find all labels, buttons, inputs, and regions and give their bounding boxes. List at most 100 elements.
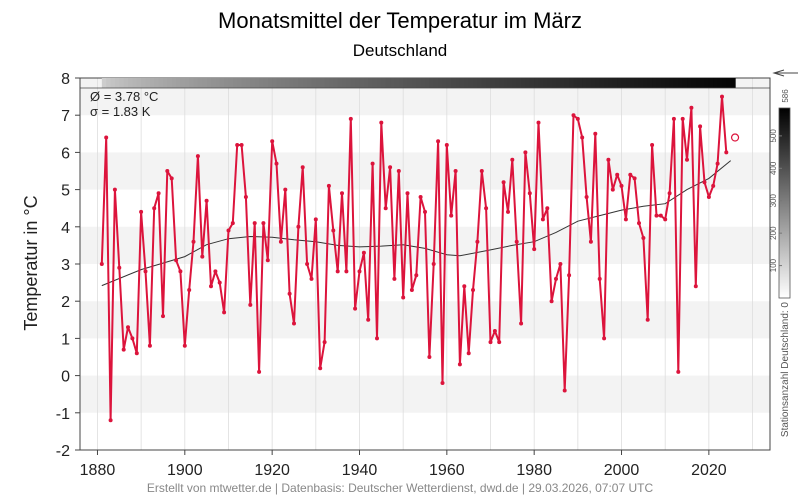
data-point [375,336,379,341]
moving-average-line [101,160,732,287]
station-strip-cell [381,78,387,88]
data-point [178,269,183,274]
data-point [174,258,179,263]
station-strip-cell [128,78,134,88]
data-point [676,369,681,374]
data-point [540,217,545,222]
data-point [204,198,209,203]
data-point [549,299,554,304]
data-point [348,116,353,121]
station-strip-cell [691,78,697,88]
station-strip-cell [189,78,195,88]
y-axis-ticks: -2 -1 0 1 2 3 4 5 6 7 8 [56,71,80,460]
data-point [720,94,724,99]
station-strip-cell [499,78,505,88]
station-strip-cell [573,78,579,88]
data-point [523,150,528,155]
data-point [292,321,296,326]
data-point [169,176,174,181]
y-tick-label: 3 [61,257,70,274]
y-axis-label: Temperatur in °C [21,195,41,330]
data-point [615,172,620,177]
station-strip-cell [350,78,356,88]
data-point [274,161,279,166]
x-tick-label: 1920 [254,462,290,479]
data-point [444,143,449,147]
station-strip-cell [315,78,321,88]
station-strip-cell [612,78,618,88]
station-strip-cell [298,78,304,88]
data-point [532,247,537,252]
y-tick-label: -2 [56,443,70,460]
station-strip-cell [425,78,430,88]
data-point [588,239,593,244]
station-strip-cell [167,78,173,88]
data-point [427,355,432,359]
station-strip-cell [656,78,662,88]
station-strip-cell [726,78,732,88]
station-strip-cell [433,78,439,88]
data-point [554,276,558,281]
y-tick-label: 4 [61,220,70,237]
data-point [152,206,157,211]
y-tick-label: 2 [61,294,70,311]
data-point [623,217,628,222]
data-point [658,213,663,218]
station-strip-cell [582,78,588,88]
station-strip-cell [176,78,182,88]
data-point [226,228,231,233]
temperature-line [100,95,728,422]
data-point [506,209,510,214]
x-tick-label: 1900 [167,462,203,479]
data-point [641,236,646,240]
data-point [331,228,336,233]
data-point [401,295,406,300]
data-point [313,217,318,222]
data-point [453,169,458,173]
x-tick-label: 2000 [604,462,640,479]
station-strip-cell [638,78,644,88]
station-strip-cell [634,78,640,88]
data-point [370,161,375,166]
x-tick-label: 1940 [342,462,378,479]
data-point [257,369,262,374]
legend-tick-label: 100 [769,258,778,272]
data-point [409,288,414,292]
data-point [501,180,506,185]
station-strip-cell [158,78,164,88]
data-point [536,120,541,125]
data-point [475,239,480,244]
station-strip-cell [333,78,339,88]
station-strip-cell [228,78,234,88]
station-strip-cell [459,78,465,88]
data-point [492,329,497,333]
data-point [628,172,633,177]
data-point [654,213,659,218]
data-point [545,206,550,211]
data-point [462,284,467,289]
data-point [514,239,519,244]
station-strip-cell [464,78,470,88]
station-strip-cell [254,78,260,88]
station-strip-cell [101,78,107,88]
data-point [326,183,331,188]
data-point [527,191,532,196]
data-point [466,351,471,356]
data-point [637,221,641,226]
station-strip-cell [512,78,518,88]
station-strip-cell [263,78,269,88]
station-strip-cell [293,78,299,88]
data-point [431,262,436,266]
station-strip-cell [324,78,330,88]
background-bands [80,78,770,413]
data-point [379,120,384,125]
data-point [335,269,340,274]
station-strip-cell [486,78,492,88]
station-strip-cell [730,78,736,88]
data-point [488,340,493,345]
legend-tick-label: 300 [769,194,778,208]
station-strip-cell [132,78,138,88]
station-strip-cell [376,78,382,88]
data-point [663,217,668,222]
